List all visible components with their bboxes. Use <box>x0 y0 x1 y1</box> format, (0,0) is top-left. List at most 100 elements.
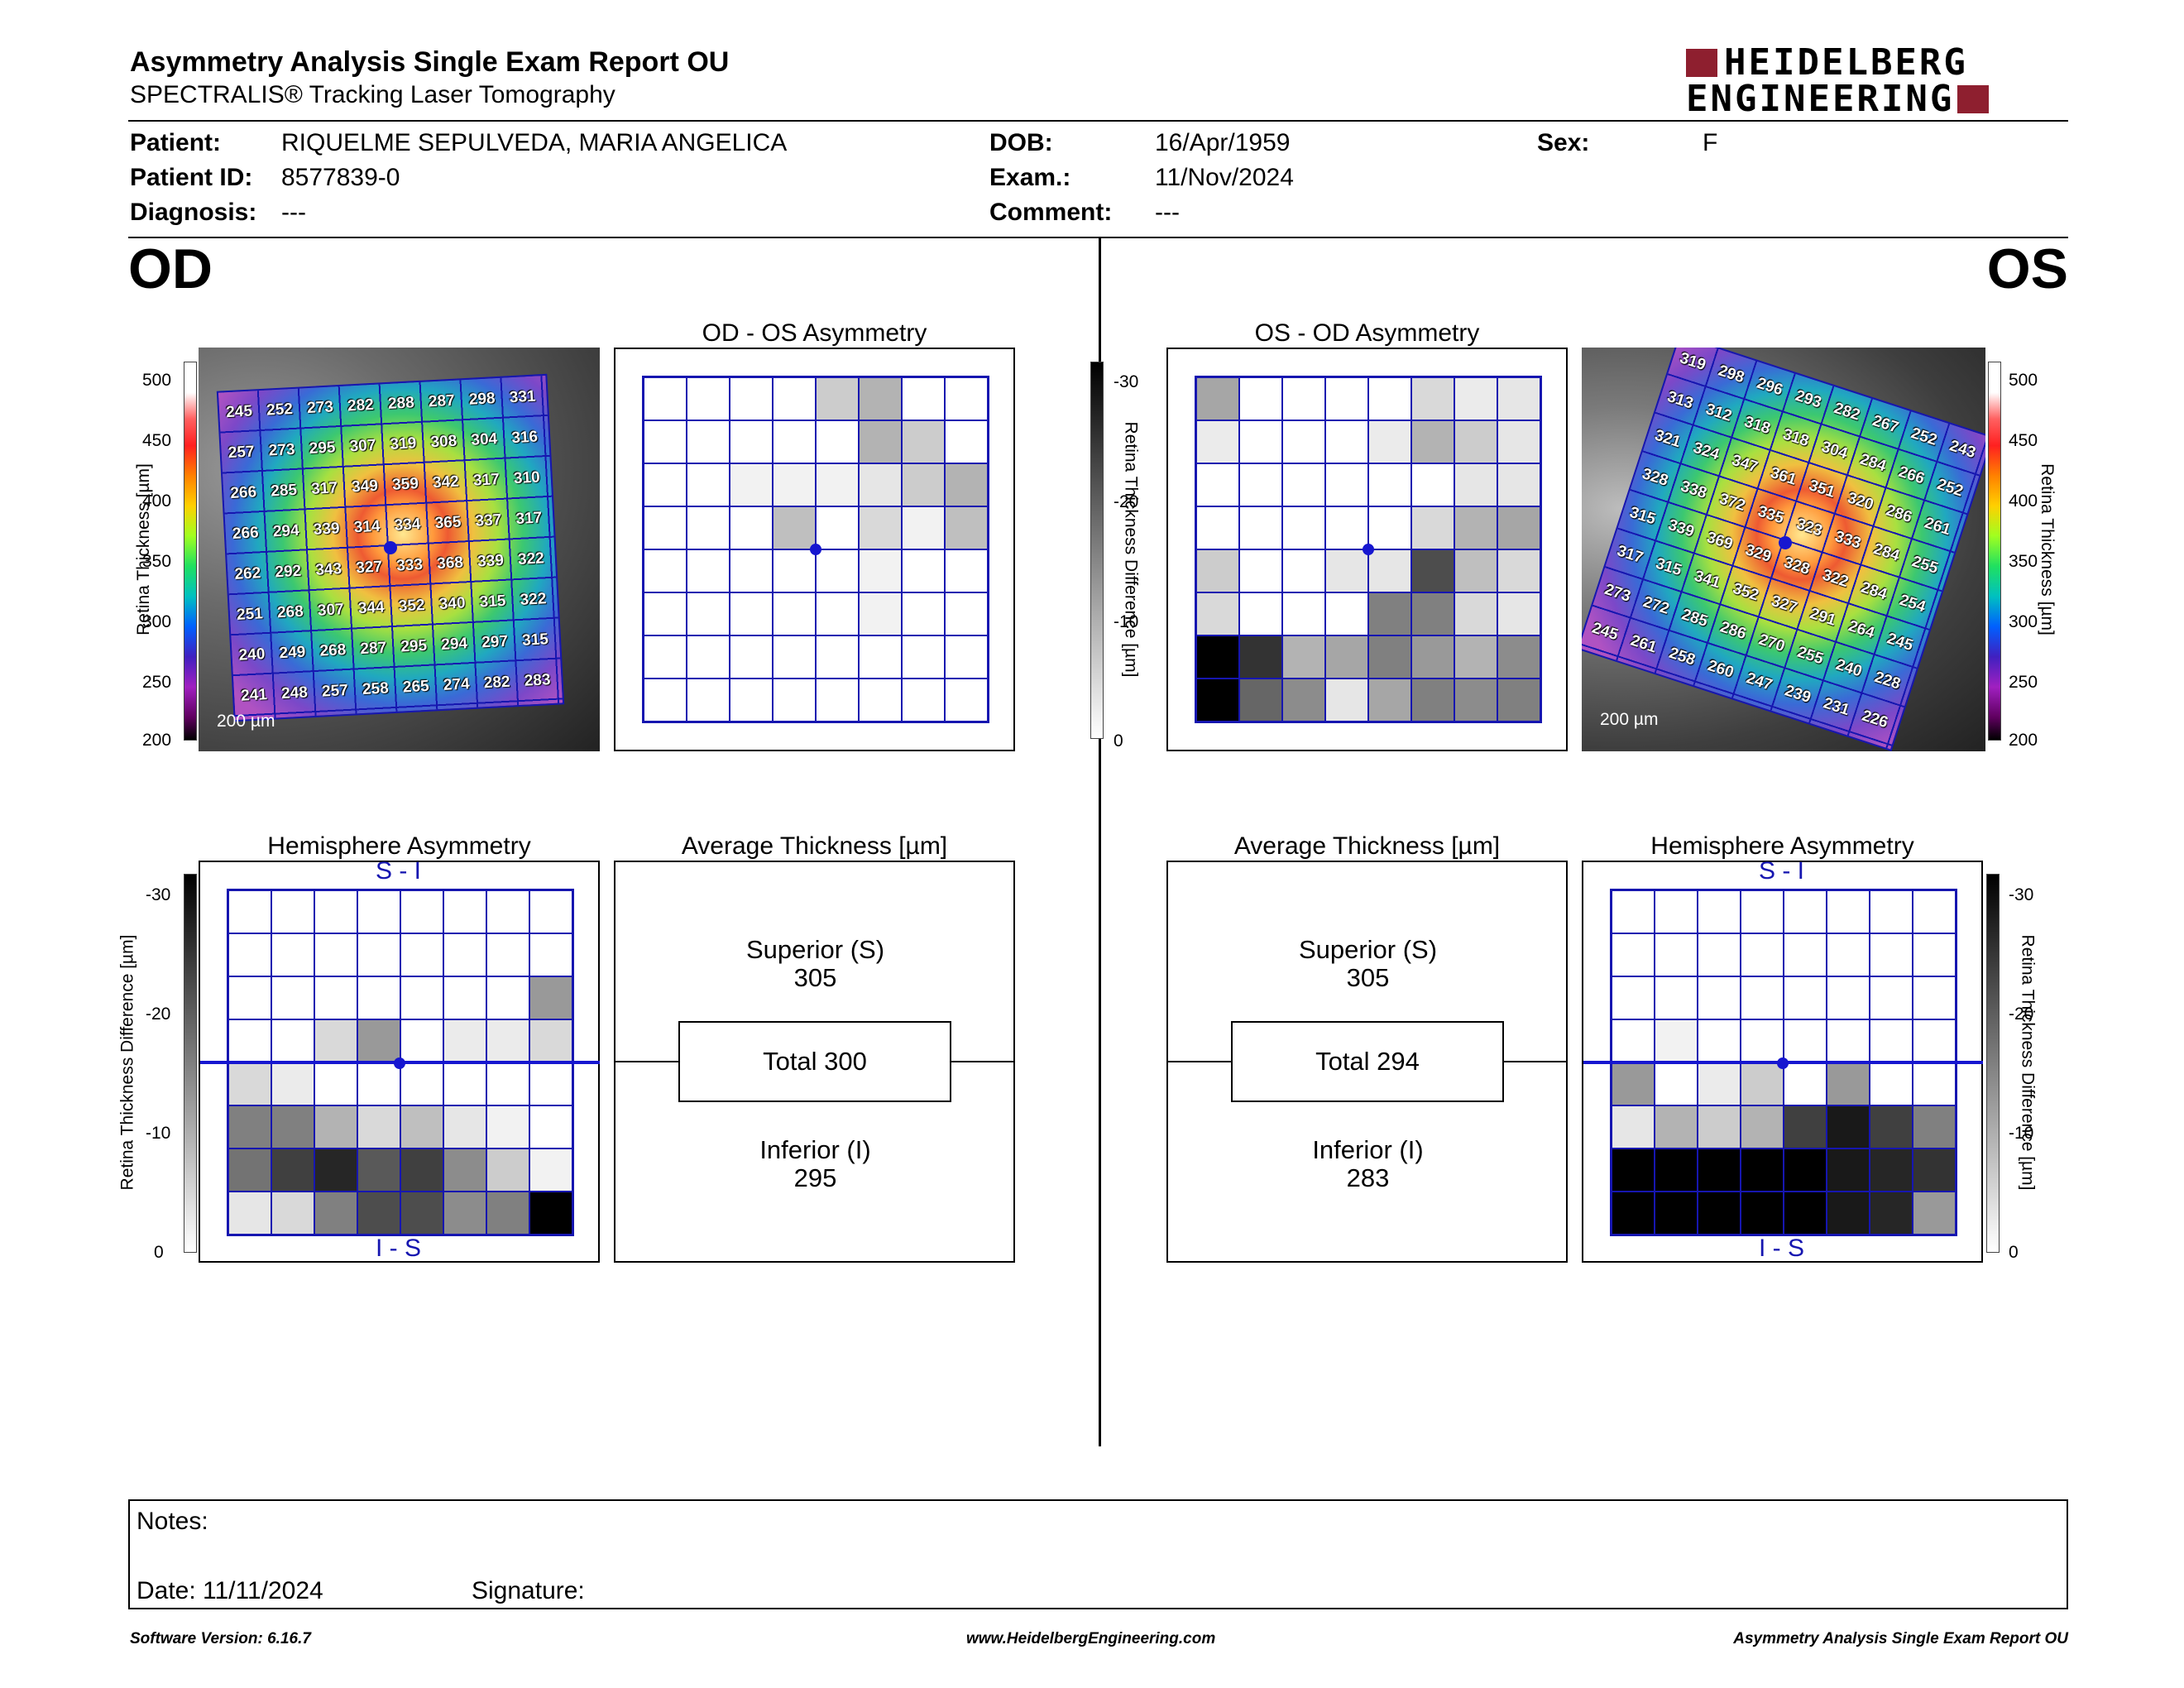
exam-date: 11/Nov/2024 <box>1155 164 1294 191</box>
grid-cell <box>730 463 773 506</box>
grid-cell <box>1612 1192 1655 1235</box>
grid-cell <box>773 592 816 635</box>
thickness-value: 329 <box>1743 541 1774 566</box>
tick: -10 <box>2009 1124 2034 1143</box>
thickness-value: 344 <box>357 598 386 618</box>
website-link[interactable]: www.HeidelbergEngineering.com <box>966 1630 1216 1647</box>
grid-cell <box>1282 377 1325 420</box>
tick: 250 <box>2009 673 2038 692</box>
od-superior-label: Superior (S) <box>745 935 885 964</box>
grid-cell <box>529 933 572 976</box>
os-inferior-value: 283 <box>1346 1163 1390 1192</box>
thickness-value: 291 <box>1808 605 1838 630</box>
grid-cell <box>816 592 859 635</box>
grid-cell <box>1368 679 1411 722</box>
center-divider <box>1099 238 1101 1446</box>
grid-cell <box>228 1192 271 1235</box>
thickness-value: 368 <box>436 554 464 573</box>
grid-cell <box>1411 463 1454 506</box>
grid-cell <box>1698 1149 1741 1192</box>
grid-cell <box>1454 506 1497 549</box>
grid-cell <box>1239 463 1282 506</box>
grid-cell <box>271 1062 314 1105</box>
thickness-value: 273 <box>306 398 334 418</box>
grid-cell <box>1870 933 1913 976</box>
grid-cell <box>1497 377 1540 420</box>
os-asym-panel <box>1166 348 1568 751</box>
thickness-value: 264 <box>1846 617 1877 642</box>
thickness-value: 318 <box>1780 425 1812 451</box>
tick: -20 <box>2009 1005 2034 1024</box>
thickness-value: 339 <box>313 520 341 539</box>
thickness-value: 317 <box>310 479 338 498</box>
grid-cell <box>314 976 357 1019</box>
grid-cell <box>1655 1062 1698 1105</box>
os-asym-title: OS - OD Asymmetry <box>1254 319 1480 347</box>
grid-cell <box>1497 463 1540 506</box>
thickness-value: 339 <box>477 551 505 571</box>
thickness-value: 274 <box>443 675 471 694</box>
grid-cell <box>1239 592 1282 635</box>
thickness-value: 261 <box>1628 631 1660 657</box>
thickness-value: 283 <box>524 671 552 690</box>
grid-cell <box>1913 976 1956 1019</box>
thickness-value: 322 <box>1820 566 1851 592</box>
os-avg-title: Average Thickness [µm] <box>1233 832 1501 860</box>
grid-cell <box>271 933 314 976</box>
os-hemi-fovea-marker <box>1777 1057 1789 1069</box>
grid-cell <box>1282 592 1325 635</box>
grid-cell <box>1411 679 1454 722</box>
grid-cell <box>730 635 773 679</box>
grid-cell <box>1282 635 1325 679</box>
grid-cell <box>228 1149 271 1192</box>
od-hemi-grid <box>227 889 574 1236</box>
thickness-value: 294 <box>440 635 468 654</box>
grid-cell <box>1497 420 1540 463</box>
grid-cell <box>1239 549 1282 592</box>
grid-cell <box>486 1019 529 1062</box>
thickness-value: 308 <box>429 432 457 452</box>
grid-cell <box>1196 635 1239 679</box>
tick: 350 <box>142 552 172 571</box>
od-asym-grid <box>642 376 989 723</box>
thickness-value: 245 <box>225 402 253 422</box>
thickness-value: 333 <box>395 556 424 575</box>
od-hemi-bottom-label: I - S <box>376 1235 422 1262</box>
grid-cell <box>400 976 443 1019</box>
thickness-value: 287 <box>359 639 387 659</box>
grid-cell <box>1698 976 1741 1019</box>
tick: 0 <box>1114 731 1123 750</box>
grid-cell <box>486 1149 529 1192</box>
grid-cell <box>1196 549 1239 592</box>
thickness-value: 247 <box>1744 669 1774 694</box>
thickness-value: 286 <box>1884 501 1914 527</box>
thickness-value: 262 <box>234 564 261 583</box>
grid-cell <box>1913 1149 1956 1192</box>
grid-cell <box>443 1192 486 1235</box>
grid-cell <box>1827 1149 1870 1192</box>
thickness-value: 240 <box>238 645 266 664</box>
thickness-value: 315 <box>479 592 506 611</box>
od-hemi-panel: S - I I - S <box>199 857 600 1263</box>
grid-cell <box>945 549 988 592</box>
grid-cell <box>1870 1192 1913 1235</box>
patient-id-label: Patient ID: <box>130 164 253 191</box>
grid-cell <box>1741 1019 1784 1062</box>
grid-cell <box>1827 933 1870 976</box>
thickness-value: 312 <box>1703 400 1734 425</box>
grid-cell <box>730 377 773 420</box>
grid-cell <box>859 549 902 592</box>
os-scale-label: 200 µm <box>1600 710 1659 729</box>
os-hemi-top-label: S - I <box>1759 857 1805 885</box>
thickness-value: 328 <box>1781 554 1813 579</box>
grid-cell <box>1741 1192 1784 1235</box>
thickness-value: 272 <box>1640 593 1672 618</box>
grid-cell <box>1870 1105 1913 1149</box>
grid-cell <box>228 890 271 933</box>
grid-cell <box>773 377 816 420</box>
thickness-value: 257 <box>321 681 349 701</box>
grid-cell <box>1741 933 1784 976</box>
grid-cell <box>1655 890 1698 933</box>
thickness-value: 261 <box>1922 514 1953 539</box>
report-title: Asymmetry Analysis Single Exam Report OU <box>130 46 730 78</box>
